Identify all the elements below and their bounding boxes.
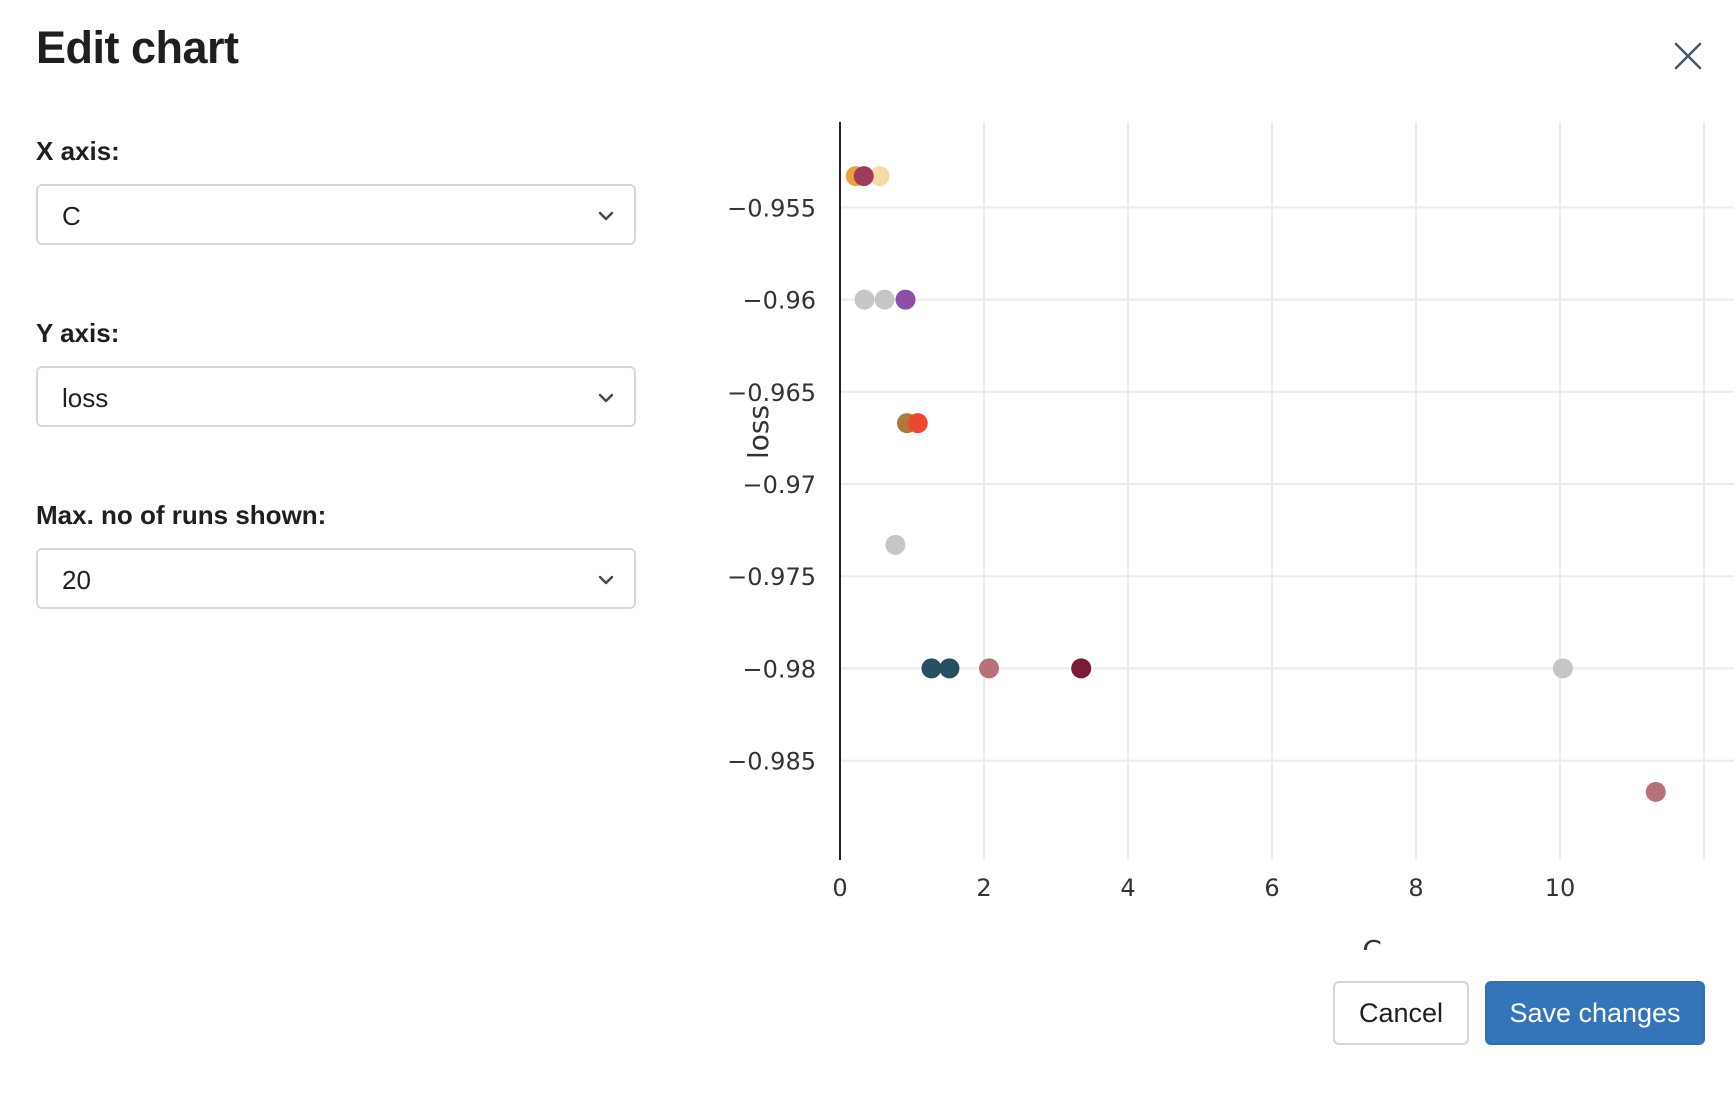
x-tick-label: 4 [1120,874,1135,902]
x-tick-label: 6 [1264,874,1279,902]
scatter-point[interactable] [885,534,906,555]
y-tick-label: −0.975 [727,563,816,591]
x-tick-label: 0 [832,874,847,902]
dialog-title: Edit chart [36,22,239,73]
chevron-down-icon [598,211,614,221]
scatter-point[interactable] [853,166,874,187]
max-runs-select-value: 20 [62,565,91,595]
scatter-point[interactable] [939,658,960,679]
y-tick-label: −0.98 [742,655,816,683]
scatter-point[interactable] [874,289,895,310]
scatter-chart-svg: −0.955 −0.96 −0.965 −0.97 −0.975 −0.98 −0.985 0… [727,122,1734,967]
y-tick-label: −0.965 [727,379,816,407]
close-icon [1674,42,1702,70]
y-tick-label: −0.955 [727,194,816,222]
y-tick-label: −0.985 [727,748,816,776]
save-changes-button[interactable]: Save changes [1485,981,1705,1045]
chevron-down-icon [598,575,614,585]
scatter-point[interactable] [1552,658,1573,679]
scatter-point[interactable] [895,289,916,310]
x-tick-label: 10 [1545,874,1576,902]
y-axis-select-value: loss [62,383,109,413]
chevron-down-icon [598,393,614,403]
x-tick-label: 2 [976,874,991,902]
x-axis-title: C [1362,934,1382,950]
y-axis-title: loss [742,405,775,459]
scatter-point[interactable] [854,289,875,310]
scatter-point[interactable] [1645,781,1666,802]
close-button[interactable] [1662,30,1714,82]
scatter-point[interactable] [921,658,942,679]
scatter-chart: −0.955 −0.96 −0.965 −0.97 −0.975 −0.98 −0.985 0… [690,110,1736,967]
max-runs-label: Max. no of runs shown: [36,500,327,530]
scatter-point[interactable] [869,166,890,187]
x-axis-select[interactable]: C [36,184,636,245]
y-axis-select[interactable]: loss [36,366,636,427]
x-tick-label: 8 [1408,874,1423,902]
x-axis-label: X axis: [36,136,120,166]
scatter-point[interactable] [1071,658,1092,679]
y-tick-label: −0.97 [742,471,816,499]
cancel-button[interactable]: Cancel [1333,981,1469,1045]
scatter-point[interactable] [979,658,1000,679]
y-axis-label: Y axis: [36,318,120,348]
max-runs-select[interactable]: 20 [36,548,636,609]
x-axis-select-value: C [62,201,81,231]
y-tick-label: −0.96 [742,287,816,315]
scatter-point[interactable] [907,413,928,434]
